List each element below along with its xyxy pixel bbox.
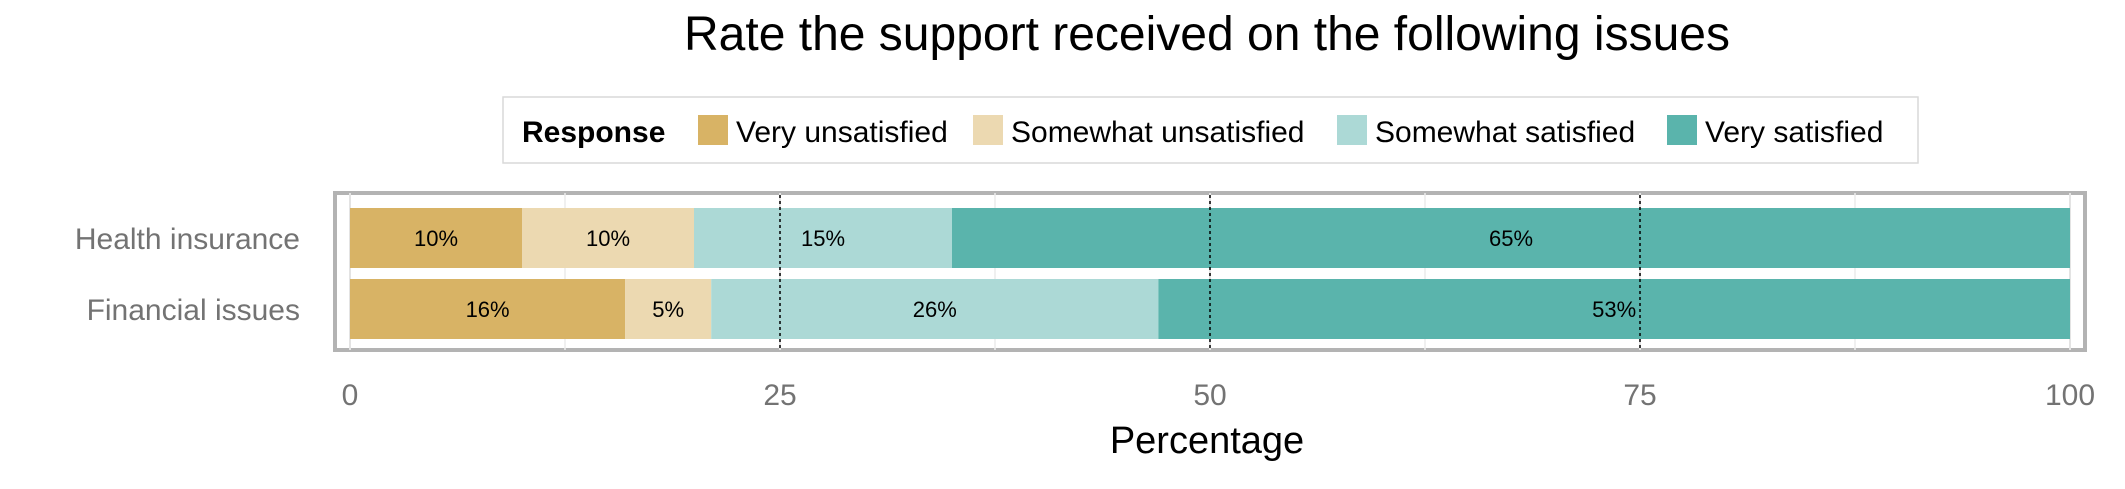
x-tick-label: 25	[763, 379, 796, 412]
data-label-health-insurance-very-unsatisfied: 10%	[414, 226, 458, 251]
y-axis: Health insurance Financial issues	[75, 223, 300, 327]
bar-labels: 10% 10% 15% 65% 16% 5% 26% 53%	[414, 226, 1636, 322]
legend-title: Response	[522, 116, 665, 149]
x-tick-label: 0	[342, 379, 359, 412]
chart-title: Rate the support received on the followi…	[684, 8, 1730, 61]
bar-health-insurance-somewhat-unsatisfied	[522, 208, 694, 268]
reference-lines	[779, 195, 1641, 348]
bar-financial-issues-very-satisfied	[1158, 279, 2070, 339]
legend-swatch-somewhat-unsatisfied	[973, 115, 1003, 145]
legend-label-very-satisfied: Very satisfied	[1705, 116, 1883, 149]
bar-health-insurance-somewhat-satisfied	[694, 208, 952, 268]
x-tick-label: 75	[1623, 379, 1656, 412]
bar-financial-issues-somewhat-satisfied	[711, 279, 1159, 339]
y-tick-label-health-insurance: Health insurance	[75, 223, 300, 256]
bars	[350, 208, 2070, 339]
data-label-financial-issues-somewhat-satisfied: 26%	[913, 297, 957, 322]
data-label-health-insurance-somewhat-satisfied: 15%	[801, 226, 845, 251]
bar-financial-issues-very-unsatisfied	[350, 279, 626, 339]
data-label-health-insurance-very-satisfied: 65%	[1489, 226, 1533, 251]
legend-label-very-unsatisfied: Very unsatisfied	[736, 116, 948, 149]
legend-label-somewhat-satisfied: Somewhat satisfied	[1375, 116, 1635, 149]
legend-swatch-very-unsatisfied	[698, 115, 728, 145]
data-label-health-insurance-somewhat-unsatisfied: 10%	[586, 226, 630, 251]
data-label-financial-issues-very-unsatisfied: 16%	[466, 297, 510, 322]
x-axis-title: Percentage	[1110, 420, 1304, 462]
data-label-financial-issues-somewhat-unsatisfied: 5%	[652, 297, 684, 322]
y-tick-label-financial-issues: Financial issues	[87, 294, 300, 327]
x-axis: 0 25 50 75 100	[342, 379, 2095, 412]
legend-label-somewhat-unsatisfied: Somewhat unsatisfied	[1011, 116, 1305, 149]
legend-swatch-very-satisfied	[1667, 115, 1697, 145]
bar-health-insurance-very-satisfied	[952, 208, 2070, 268]
legend-swatch-somewhat-satisfied	[1337, 115, 1367, 145]
x-tick-label: 100	[2045, 379, 2095, 412]
data-label-financial-issues-very-satisfied: 53%	[1592, 297, 1636, 322]
x-tick-label: 50	[1193, 379, 1226, 412]
bar-health-insurance-very-unsatisfied	[350, 208, 522, 268]
bar-financial-issues-somewhat-unsatisfied	[625, 279, 712, 339]
legend: Response Very unsatisfied Somewhat unsatis…	[502, 96, 1919, 164]
